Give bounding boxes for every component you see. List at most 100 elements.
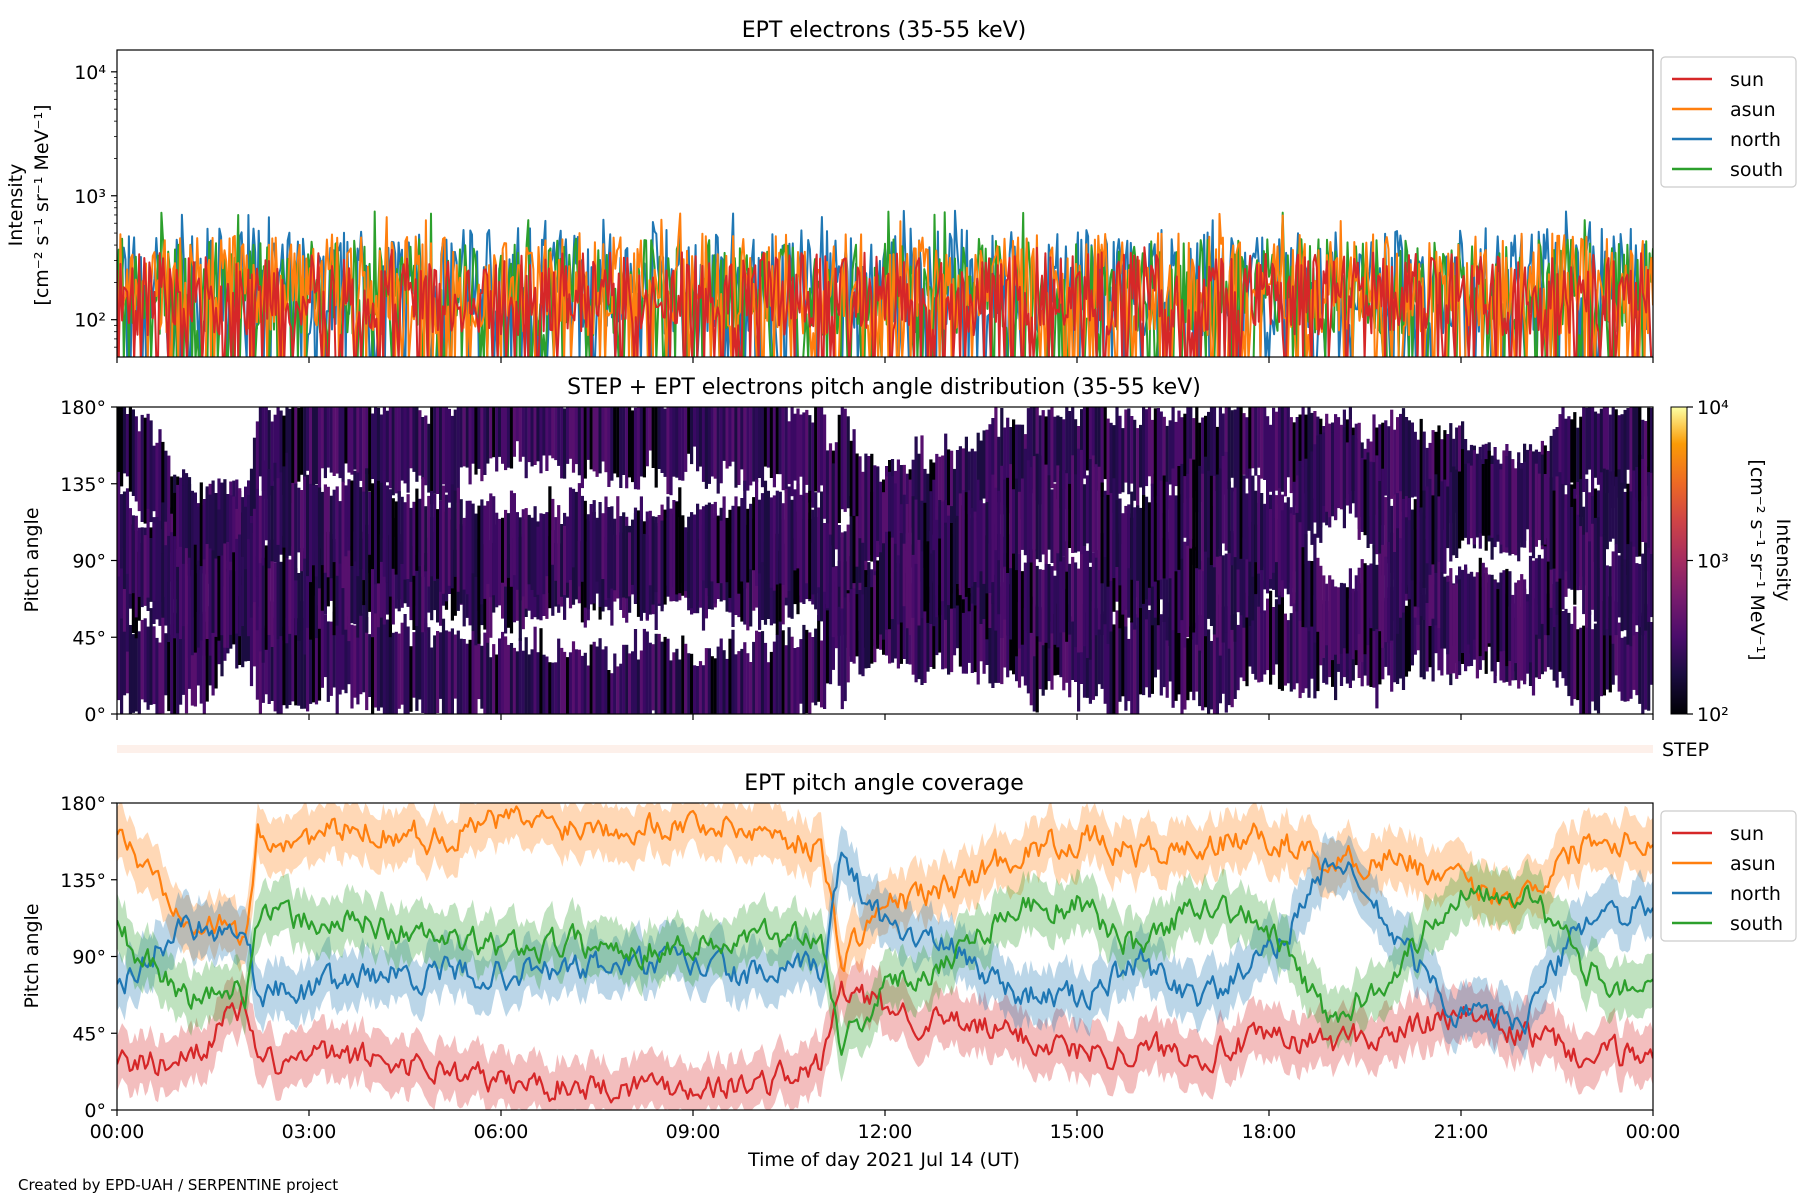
pad-cell <box>704 504 708 589</box>
pad-cell <box>1260 580 1264 682</box>
pad-cell <box>1233 614 1237 699</box>
pad-cell <box>911 554 915 618</box>
pad-cell <box>1082 604 1087 698</box>
pad-cell <box>846 593 850 683</box>
pad-cell <box>1351 435 1355 504</box>
pad-cell <box>1372 544 1376 632</box>
pad-cell <box>122 491 127 589</box>
pad-cell <box>545 407 549 471</box>
pad-cell <box>344 485 348 557</box>
pad-cell <box>1396 528 1400 634</box>
pad-cell <box>571 641 576 714</box>
pad-cell <box>1029 407 1033 494</box>
pad-cell <box>923 540 927 612</box>
pad-cell <box>755 407 759 483</box>
pad-cell <box>1000 465 1004 569</box>
pad-cell <box>961 490 965 600</box>
pad-cell <box>604 496 608 600</box>
pad-cell <box>1570 623 1574 706</box>
pad-cell <box>595 646 599 714</box>
pad-cell <box>483 505 487 599</box>
pad-cell <box>261 460 265 566</box>
pad-cell <box>1085 550 1090 658</box>
pad-cell <box>208 494 212 584</box>
pad-cell <box>1097 614 1101 685</box>
pad-cell <box>264 545 268 650</box>
pad-cell <box>1425 539 1429 603</box>
pad-cell <box>669 660 673 714</box>
pad-cell <box>1133 507 1137 598</box>
pad-cell <box>1224 407 1228 484</box>
pad-cell <box>1159 614 1163 696</box>
pad-cell <box>1407 520 1411 600</box>
pad-cell <box>846 416 850 509</box>
pad-cell <box>285 452 289 559</box>
pad-cell <box>137 431 141 512</box>
pad-cell <box>376 407 381 495</box>
pad-cell <box>1133 419 1137 501</box>
pad-cell <box>1269 509 1273 580</box>
pad-cell <box>1620 565 1624 632</box>
pad-cell <box>725 407 729 469</box>
pad-cell <box>1523 579 1527 685</box>
pad-cell <box>1478 557 1482 657</box>
pad-cell <box>264 477 268 541</box>
pad-cell <box>530 649 534 714</box>
pad-cell <box>657 633 661 714</box>
pad-cell <box>1091 455 1095 552</box>
pad-cell <box>716 646 720 714</box>
pad-cell <box>1280 591 1284 691</box>
pad-cell <box>483 407 487 475</box>
pad-cell <box>146 626 150 710</box>
pad-cell <box>1183 476 1187 538</box>
pad-cell <box>128 625 132 714</box>
pad-cell <box>1280 407 1284 492</box>
pad-cell <box>1413 499 1417 607</box>
pad-cell <box>1331 579 1335 661</box>
intensity-ylabel-1: Intensity <box>5 164 27 247</box>
pad-cell <box>427 627 431 714</box>
pad-cell <box>1171 468 1175 577</box>
pad-cell <box>252 604 257 667</box>
pad-cell <box>202 499 206 574</box>
pad-cell <box>400 622 404 705</box>
pad-cell <box>1017 553 1022 649</box>
pad-cell <box>610 673 614 714</box>
pad-cell <box>1396 606 1400 684</box>
pad-cell <box>1564 494 1568 572</box>
pad-cell <box>551 498 555 565</box>
pad-cell <box>1257 475 1261 574</box>
pad-cell <box>944 586 948 669</box>
pad-cell <box>306 618 310 712</box>
pad-cell <box>870 453 874 555</box>
pad-cell <box>1647 547 1651 622</box>
pad-cell <box>155 637 159 714</box>
pad-cell <box>258 495 262 564</box>
pad-cell <box>1419 582 1423 678</box>
step-strip-label: STEP <box>1662 739 1709 761</box>
pad-cell <box>967 490 971 588</box>
pad-cell <box>117 536 121 640</box>
pad-cell <box>1393 494 1397 580</box>
pad-cell <box>545 656 549 714</box>
pad-cell <box>1263 407 1267 480</box>
pad-cell <box>1050 407 1054 489</box>
pad-cell <box>778 550 782 622</box>
pad-cell <box>1248 526 1252 626</box>
pad-cell <box>1322 432 1326 506</box>
pad-cell <box>707 502 711 596</box>
pad-cell <box>1085 407 1090 471</box>
ytick-label: 135° <box>60 474 106 496</box>
pad-cell <box>772 495 776 591</box>
pad-cell <box>356 407 360 484</box>
pad-cell <box>648 407 652 451</box>
pad-cell <box>911 459 915 528</box>
pad-cell <box>1540 558 1544 624</box>
pad-cell <box>1313 595 1317 699</box>
pad-cell <box>1109 624 1113 714</box>
pad-cell <box>338 501 342 564</box>
pad-cell <box>687 516 691 599</box>
pad-cell <box>1632 613 1636 690</box>
pad-cell <box>379 534 384 618</box>
pad-cell <box>1056 551 1060 648</box>
